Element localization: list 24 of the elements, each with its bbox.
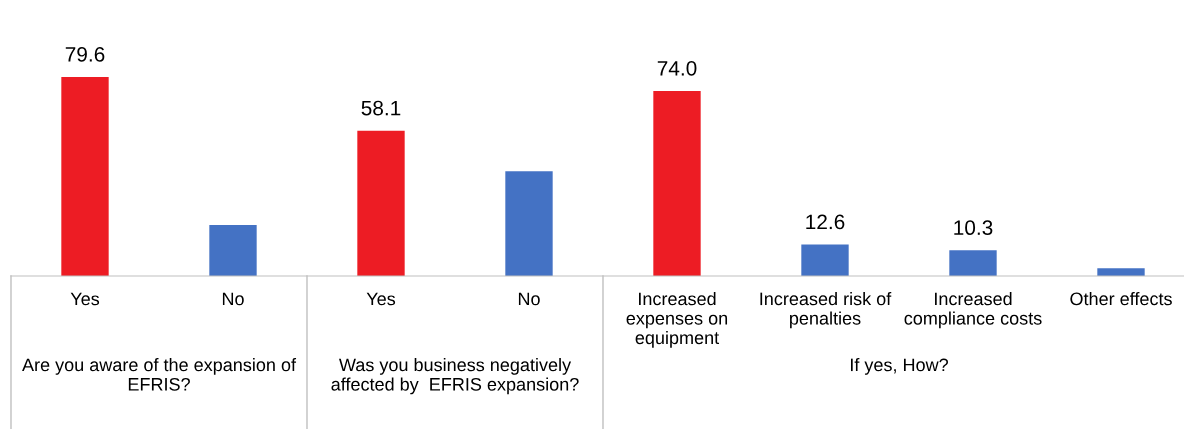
bar <box>209 224 257 276</box>
bar <box>505 171 553 276</box>
bar <box>801 244 849 276</box>
x-tick-label: Increased risk of penalties <box>760 292 892 329</box>
text: Was you business negatively affected by EFRIS expansion? <box>331 358 579 395</box>
bar <box>949 250 997 276</box>
x-tick-label: Yes <box>366 292 396 306</box>
data-label: 58.1 <box>361 100 401 116</box>
x-tick-label: Increased compliance costs <box>904 292 1042 329</box>
text: Are you aware of the expansion of EFRIS? <box>22 358 297 391</box>
x-tick-label: No <box>518 292 540 306</box>
data-label: 12.6 <box>806 214 845 230</box>
x-tick-label: Increased expenses on equipment <box>626 292 728 348</box>
text: If yes, How? <box>851 358 948 375</box>
data-label: 79.6 <box>65 46 105 62</box>
x-tick-label: Other effects <box>1070 292 1172 306</box>
bar <box>653 90 701 276</box>
bar <box>1097 268 1145 276</box>
x-tick-label: Yes <box>70 292 100 306</box>
bar <box>357 130 405 276</box>
data-label: 74.0 <box>657 60 697 76</box>
data-label: 10.3 <box>954 220 993 236</box>
x-tick-label: No <box>222 292 244 306</box>
bar <box>61 76 109 276</box>
